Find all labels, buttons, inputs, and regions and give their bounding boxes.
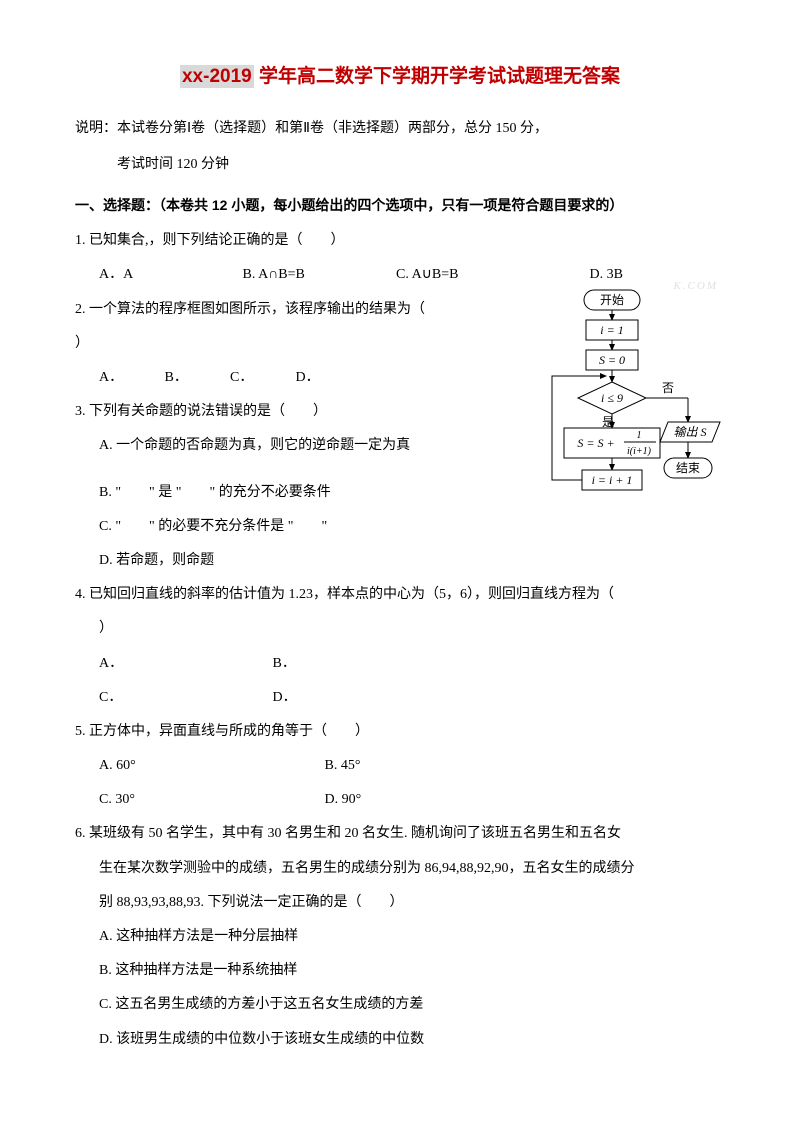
q6-opt-a: A. 这种抽样方法是一种分层抽样 [75,921,725,953]
q4-opt-b: B． [273,648,296,680]
flow-no: 否 [662,381,674,395]
flow-end: 结束 [676,461,700,475]
question-5-options-2: C. 30° D. 90° [75,784,725,816]
section-heading: 一、选择题：（本卷共 12 小题，每小题给出的四个选项中，只有一项是符合题目要求… [75,189,725,221]
q5-opt-c: C. 30° [99,784,321,816]
q4-opt-a: A． [99,648,269,680]
q1-opt-b: B. A∩B=B [243,259,393,291]
flow-b1: i = 1 [600,323,623,337]
page-title: xx-2019 学年高二数学下学期开学考试试题理无答案 [75,55,725,99]
desc-line-2: 考试时间 120 分钟 [117,149,725,181]
title-rest: 学年高二数学下学期开学考试试题理无答案 [254,66,620,87]
question-6-l3: 别 88,93,93,88,93. 下列说法一定正确的是（ ） [75,887,725,919]
question-4-options-1: A． B． [75,648,725,680]
q2-opt-c: C． [230,362,292,394]
flow-start: 开始 [600,293,624,307]
q5-opt-d: D. 90° [325,784,362,816]
q2-opt-a: A． [99,362,161,394]
flow-b3a: S = S + [577,436,614,450]
title-year: xx-2019 [180,65,254,88]
flow-out: 输出 S [673,425,706,439]
question-5-options-1: A. 60° B. 45° [75,750,725,782]
q4-opt-d: D． [273,682,297,714]
flow-b3c: i(i+1) [627,446,652,457]
flow-b4: i = i + 1 [592,473,633,487]
q6-opt-b: B. 这种抽样方法是一种系统抽样 [75,955,725,987]
q3-opt-d: D. 若命题，则命题 [75,545,725,577]
question-6-l1: 6. 某班级有 50 名学生，其中有 30 名男生和 20 名女生. 随机询问了… [75,818,725,850]
question-4-options-2: C． D． [75,682,725,714]
q5-opt-a: A. 60° [99,750,321,782]
q1-opt-a: A．A [99,259,239,291]
question-4: 4. 已知回归直线的斜率的估计值为 1.23，样本点的中心为（5，6），则回归直… [75,579,725,611]
q2-opt-b: B． [165,362,227,394]
q5-opt-b: B. 45° [325,750,361,782]
q2-opt-d: D． [296,362,320,394]
q1-opt-c: C. A∪B=B [396,259,586,291]
desc-line-1: 说明：本试卷分第Ⅰ卷（选择题）和第Ⅱ卷（非选择题）两部分，总分 150 分， [75,113,725,145]
question-1-options: A．A B. A∩B=B C. A∪B=B D. 3B [75,259,725,291]
question-5: 5. 正方体中，异面直线与所成的角等于（ ） [75,716,725,748]
q6-opt-d: D. 该班男生成绩的中位数小于该班女生成绩的中位数 [75,1024,725,1056]
question-4b: ） [75,613,725,645]
question-6-l2: 生在某次数学测验中的成绩，五名男生的成绩分别为 86,94,88,92,90，五… [75,853,725,885]
question-1: 1. 已知集合,，则下列结论正确的是（ ） [75,225,725,257]
flow-b3b: 1 [637,430,642,441]
flow-cond: i ≤ 9 [601,391,623,405]
q4-opt-c: C． [99,682,269,714]
q6-opt-c: C. 这五名男生成绩的方差小于这五名女生成绩的方差 [75,989,725,1021]
q1-opt-d: D. 3B [590,259,623,291]
flow-b2: S = 0 [599,353,625,367]
flowchart-diagram: 开始 i = 1 S = 0 i ≤ 9 是 否 S = S + 1 i(i+1… [546,288,722,532]
